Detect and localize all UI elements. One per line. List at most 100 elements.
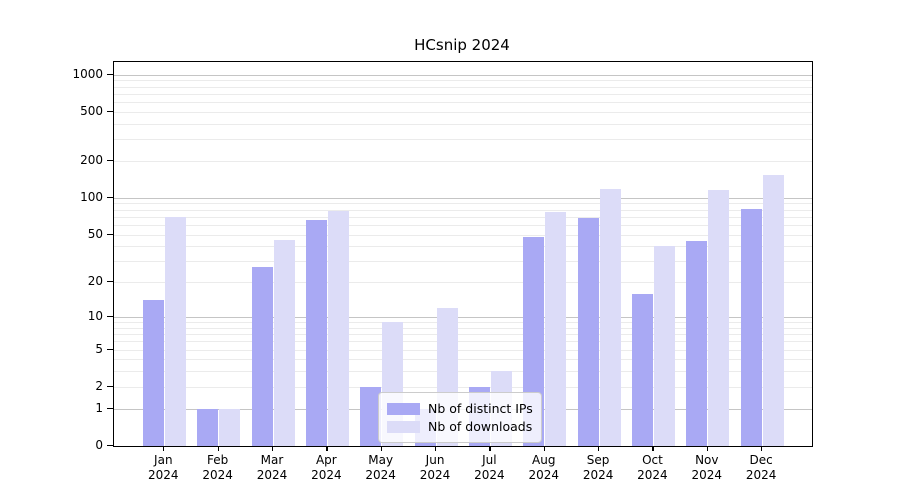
- y-tick-mark: [107, 407, 113, 409]
- legend-entry: Nb of downloads: [387, 418, 533, 435]
- x-tick-mark: [272, 446, 274, 451]
- gridline-minor: [114, 246, 812, 248]
- gridline-minor: [114, 349, 812, 351]
- y-tick-label: 50: [87, 226, 103, 241]
- bar-ips-dec: [740, 209, 762, 446]
- bar-ips-apr: [305, 219, 327, 446]
- bar-downloads-mar: [273, 240, 295, 446]
- gridline-minor: [114, 203, 812, 205]
- x-tick-mark: [706, 446, 708, 451]
- y-tick-mark: [107, 316, 113, 318]
- gridline-minor: [114, 101, 812, 103]
- legend-label: Nb of downloads: [428, 419, 533, 434]
- x-tick-label: Aug 2024: [528, 453, 560, 482]
- x-tick-mark: [761, 446, 763, 451]
- y-tick-mark: [107, 159, 113, 162]
- gridline-major: [114, 74, 812, 76]
- y-tick-mark: [107, 196, 113, 199]
- gridline-major: [114, 197, 812, 199]
- gridline-major: [114, 317, 812, 319]
- x-tick-label: Feb 2024: [202, 453, 233, 482]
- chart-title: HCsnip 2024: [414, 36, 510, 54]
- y-tick-mark: [107, 281, 113, 283]
- y-tick-label: 0: [95, 438, 103, 452]
- x-tick-mark: [543, 446, 545, 451]
- x-tick-label: Nov 2024: [691, 453, 723, 482]
- bar-ips-may: [360, 386, 382, 446]
- x-tick-label: Oct 2024: [637, 453, 668, 482]
- gridline-minor: [114, 327, 812, 329]
- y-tick-mark: [107, 445, 113, 447]
- gridline-minor: [114, 80, 812, 82]
- bar-ips-feb: [197, 408, 219, 446]
- x-tick-label: May 2024: [365, 453, 396, 482]
- y-tick-label: 2: [95, 378, 103, 393]
- x-tick-label: Jul 2024: [474, 453, 505, 482]
- legend-entry: Nb of distinct IPs: [387, 400, 533, 417]
- gridline-minor: [114, 359, 812, 361]
- y-tick-label: 1: [95, 400, 103, 415]
- x-tick-label: Dec 2024: [745, 453, 777, 482]
- gridline-minor: [114, 371, 812, 373]
- bar-downloads-jan: [164, 216, 186, 446]
- gridline-minor: [114, 111, 812, 113]
- x-tick-label: Jun 2024: [419, 453, 451, 482]
- x-tick-mark: [217, 446, 219, 451]
- y-tick-label: 10: [87, 309, 103, 324]
- gridline-minor: [114, 160, 812, 162]
- legend-label: Nb of distinct IPs: [428, 401, 533, 416]
- x-tick-mark: [326, 446, 328, 451]
- plot-area: [113, 61, 813, 447]
- x-tick-mark: [652, 446, 654, 451]
- gridline-minor: [114, 123, 812, 125]
- x-tick-label: Mar 2024: [256, 453, 288, 482]
- bar-downloads-nov: [708, 190, 730, 446]
- gridline-minor: [114, 261, 812, 263]
- y-tick-label: 1000: [72, 66, 103, 81]
- x-tick-mark: [380, 446, 382, 451]
- y-tick-label: 20: [87, 274, 103, 289]
- gridline-minor: [114, 234, 812, 236]
- gridline-minor: [114, 322, 812, 324]
- gridline-minor: [114, 209, 812, 211]
- x-tick-mark: [598, 446, 600, 451]
- x-tick-label: Jan 2024: [148, 453, 179, 482]
- bar-downloads-oct: [653, 246, 675, 446]
- gridline-minor: [114, 334, 812, 336]
- gridline-minor: [114, 282, 812, 284]
- bar-downloads-dec: [762, 174, 784, 446]
- y-tick-mark: [107, 110, 113, 112]
- y-tick-label: 100: [80, 189, 103, 204]
- gridline-minor: [114, 386, 812, 388]
- gridline-minor: [114, 224, 812, 226]
- y-tick-mark: [107, 233, 113, 235]
- y-tick-label: 200: [80, 152, 103, 167]
- x-tick-mark: [489, 446, 491, 451]
- gridline-minor: [114, 341, 812, 343]
- y-tick-label: 500: [80, 103, 103, 118]
- y-tick-label: 5: [95, 341, 103, 356]
- legend: Nb of distinct IPs Nb of downloads: [378, 392, 542, 443]
- gridline-minor: [114, 93, 812, 95]
- legend-swatch-downloads: [387, 420, 420, 433]
- bar-ips-sep: [577, 218, 599, 446]
- gridline-minor: [114, 216, 812, 218]
- legend-swatch-distinct-ips: [387, 402, 420, 415]
- x-tick-mark: [435, 446, 437, 451]
- x-tick-mark: [163, 446, 165, 451]
- bar-ips-oct: [631, 293, 653, 446]
- x-tick-label: Sep 2024: [582, 453, 614, 482]
- bar-downloads-aug: [545, 212, 567, 446]
- x-tick-label: Apr 2024: [311, 453, 342, 482]
- bar-downloads-feb: [219, 408, 241, 446]
- y-tick-mark: [107, 73, 113, 75]
- bar-ips-jan: [142, 300, 164, 446]
- gridline-minor: [114, 86, 812, 88]
- gridline-minor: [114, 139, 812, 141]
- bar-downloads-apr: [327, 211, 349, 446]
- bar-downloads-sep: [599, 189, 621, 446]
- bar-ips-mar: [251, 266, 273, 446]
- y-tick-mark: [107, 348, 113, 350]
- y-tick-mark: [107, 385, 113, 388]
